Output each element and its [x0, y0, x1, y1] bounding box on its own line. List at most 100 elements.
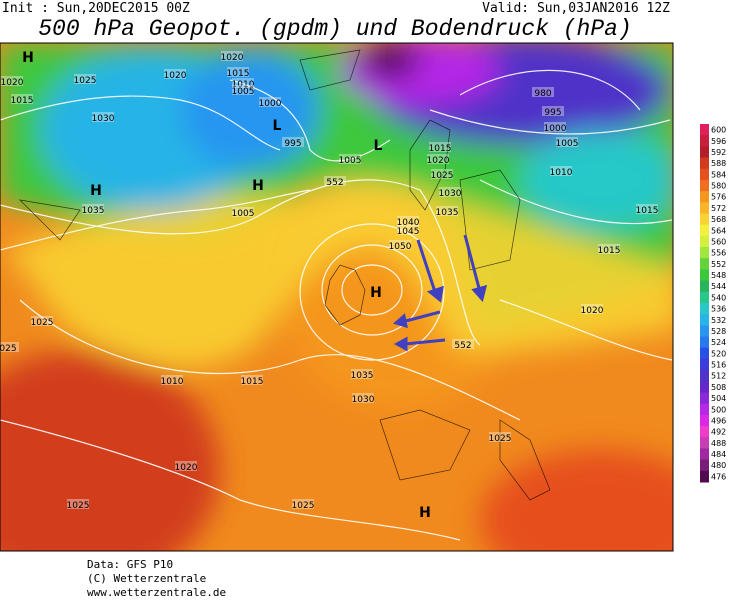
scale-swatch: [700, 269, 709, 282]
scale-label: 524: [711, 338, 726, 347]
isobar-label: 1030: [352, 395, 375, 405]
scale-swatch: [700, 202, 709, 214]
isobar-label: 1020: [175, 463, 198, 473]
isobar-label: 1020: [221, 53, 244, 63]
map: 1020 1025 1020 1020 1015 1030 1015 1010 1005 1000…: [0, 43, 673, 551]
isobar-label-bg: [550, 166, 572, 176]
isobar-label: 980: [534, 89, 551, 99]
isobar-label: 1005: [339, 156, 362, 166]
isobar-label-bg: [339, 154, 361, 164]
isobar-label: 1040: [397, 218, 420, 228]
isobar-label-bg: [389, 240, 411, 250]
isobar-label-bg: [636, 204, 658, 214]
isobar-label: 1025: [431, 171, 454, 181]
isobar-label-bg: [351, 369, 373, 379]
isobar-label-bg: [431, 169, 453, 179]
scale-swatch: [700, 414, 709, 427]
scale-label: 516: [711, 361, 726, 370]
isobar-label-bg: [292, 499, 314, 509]
scale-label: 480: [711, 461, 726, 470]
scale-swatch: [700, 426, 709, 438]
scale-label: 476: [711, 472, 726, 481]
scale-label: 528: [711, 327, 726, 336]
isobar-label-bg: [556, 137, 578, 147]
scale-swatch: [700, 291, 709, 304]
isobar-label: 552: [454, 341, 471, 351]
isobar-label-bg: [31, 316, 53, 326]
scale-label: 580: [711, 182, 726, 191]
scale-swatch: [700, 247, 709, 259]
isobar-label-bg: [259, 97, 281, 107]
scale-label: 484: [711, 450, 726, 459]
isobar-label-bg: [452, 339, 474, 349]
scale-label: 504: [711, 394, 726, 403]
isobar-label-bg: [161, 375, 183, 385]
valid-time: Valid: Sun,03JAN2016 12Z: [482, 1, 670, 16]
isobar-label-bg: [598, 244, 620, 254]
isobar-label: 1015: [636, 206, 659, 216]
scale-label: 584: [711, 170, 726, 179]
isobar-label-bg: [397, 225, 419, 235]
isobar-label: 1035: [436, 208, 459, 218]
isobar-label: 1025: [74, 76, 97, 86]
footer-copyright: (C) Wetterzentrale: [87, 572, 206, 585]
footer-data: Data: GFS P10: [87, 558, 173, 571]
isobar-label-bg: [581, 304, 603, 314]
isobar-label-bg: [324, 176, 346, 186]
scale-label: 500: [711, 405, 726, 414]
isobar-label: 1010: [232, 80, 255, 90]
scale-swatch: [700, 347, 709, 360]
scale-label: 520: [711, 349, 726, 358]
scale-label: 596: [711, 137, 726, 146]
isobar-label-bg: [232, 85, 254, 95]
isobar-label-bg: [82, 204, 104, 214]
isobar-label: 1025: [67, 501, 90, 511]
isobar-label: 1020: [581, 306, 604, 316]
isobar-label-bg: [532, 87, 554, 97]
isobar-label: 1020: [1, 78, 24, 88]
pressure-center: H: [90, 183, 102, 199]
scale-label: 552: [711, 260, 726, 269]
scale-swatch: [700, 224, 709, 237]
scale-label: 496: [711, 416, 726, 425]
isobar-label: 1005: [232, 209, 255, 219]
scale-label: 512: [711, 372, 726, 381]
isobar-label: 1030: [439, 189, 462, 199]
scale-label: 488: [711, 439, 726, 448]
footer-url: www.wetterzentrale.de: [87, 586, 226, 599]
scale-swatch: [700, 157, 709, 170]
isobar-label: 1020: [164, 71, 187, 81]
scale-label: 544: [711, 282, 726, 291]
scale-label: 572: [711, 204, 726, 213]
pressure-center: H: [252, 178, 264, 194]
scale-label: 600: [711, 126, 726, 135]
chart-title: 500 hPa Geopot. (gpdm) und Bodendruck (h…: [38, 16, 632, 42]
isobar-label: 1030: [92, 114, 115, 124]
isobar-label: 1015: [598, 246, 621, 256]
isobar-label-bg: [489, 432, 511, 442]
pressure-center: H: [419, 505, 431, 521]
scale-swatch: [700, 437, 709, 449]
scale-swatch: [700, 381, 709, 393]
scale-swatch: [700, 403, 709, 416]
scale-label: 560: [711, 237, 726, 246]
scale-swatch: [700, 470, 709, 483]
isobar-label-bg: [11, 94, 33, 104]
scale-swatch: [700, 135, 709, 147]
isobar-label-bg: [544, 122, 566, 132]
isobar-label: 1025: [489, 434, 512, 444]
isobar-label: 995: [284, 139, 301, 149]
isobar-label: 1015: [241, 377, 264, 387]
scale-label: 592: [711, 148, 726, 157]
isobar-label-bg: [74, 74, 96, 84]
isobar-label: 1010: [550, 168, 573, 178]
isobar-label: 1020: [427, 156, 450, 166]
scale-swatch: [700, 370, 709, 382]
scale-swatch: [700, 146, 709, 159]
scale-swatch: [700, 358, 709, 371]
isobar-label: 025: [0, 344, 17, 354]
isobar-label: 1000: [259, 99, 282, 109]
isobar-label: 1015: [11, 96, 34, 106]
isobar-label-bg: [0, 342, 19, 352]
